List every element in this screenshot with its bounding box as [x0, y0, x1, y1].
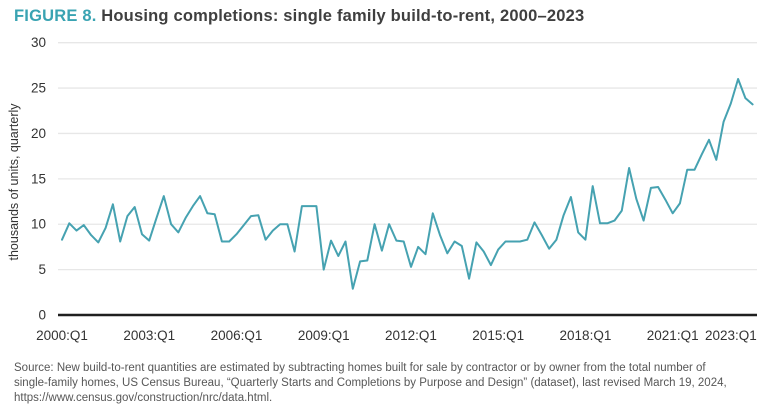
x-tick-label: 2018:Q1 [560, 328, 612, 343]
y-tick-label: 20 [31, 126, 46, 141]
line-chart: 0 5 10 15 20 25 30 2000:Q1 2003:Q1 2006:Q1 2009:Q1… [7, 35, 757, 343]
source-line: single-family homes, US Census Bureau, “… [14, 377, 727, 390]
x-tick-label: 2021:Q1 [647, 328, 699, 343]
x-tick-label: 2000:Q1 [36, 328, 88, 343]
figure-label: FIGURE 8. [14, 7, 97, 25]
source-line: https://www.census.gov/construction/nrc/… [14, 392, 273, 405]
x-tick-label: 2009:Q1 [298, 328, 350, 343]
figure-title: FIGURE 8. Housing completions: single fa… [14, 7, 584, 26]
source-note: Source: New build-to-rent quantities are… [14, 361, 727, 407]
y-tick-label: 30 [31, 35, 46, 50]
x-tick-label: 2003:Q1 [123, 328, 175, 343]
y-tick-label: 0 [38, 308, 46, 323]
x-tick-label: 2023:Q1 [705, 328, 757, 343]
y-tick-label: 5 [38, 262, 46, 277]
x-tick-label: 2015:Q1 [472, 328, 524, 343]
x-tick-label: 2012:Q1 [385, 328, 437, 343]
source-line: Source: New build-to-rent quantities are… [14, 362, 706, 374]
figure-title-text: Housing completions: single family build… [96, 7, 585, 25]
y-tick-label: 10 [31, 217, 46, 232]
series-line [61, 78, 754, 290]
y-tick-label: 25 [31, 81, 46, 96]
y-tick-label: 15 [31, 171, 46, 186]
x-tick-label: 2006:Q1 [211, 328, 263, 343]
y-axis-title: thousands of units, quarterly [7, 103, 21, 261]
